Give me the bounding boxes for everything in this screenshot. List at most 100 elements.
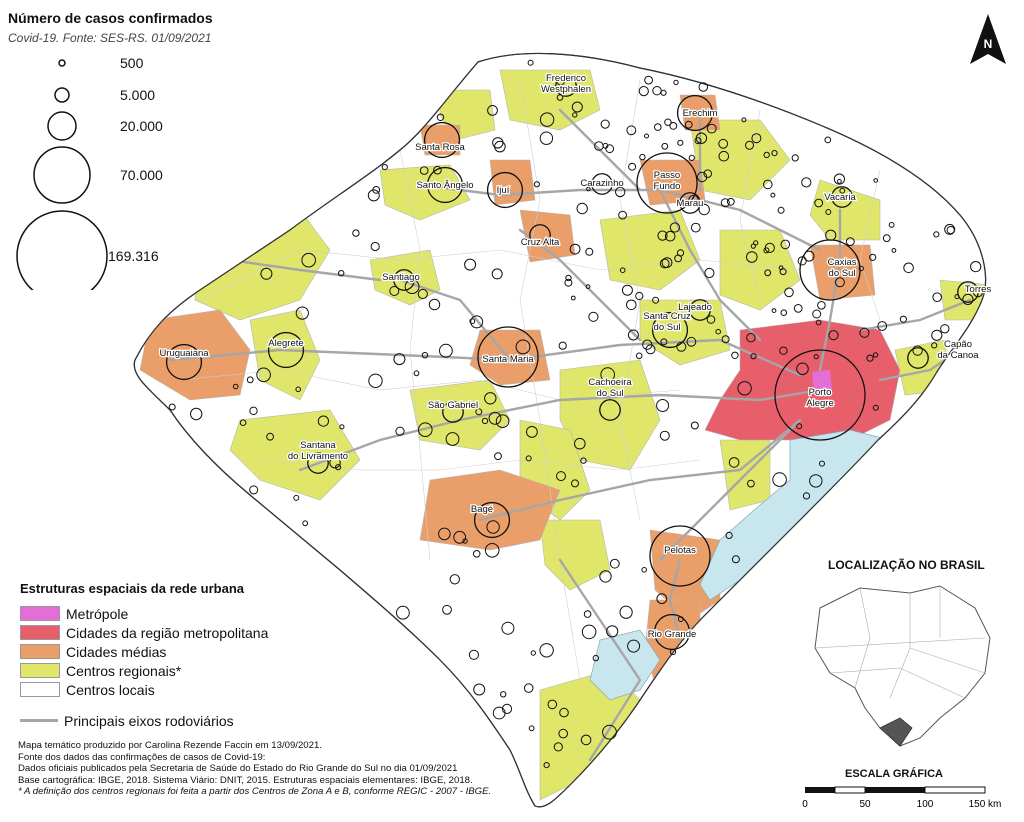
city-case-circle bbox=[799, 239, 861, 301]
municipality-case-circle bbox=[656, 399, 670, 412]
city-layer: Frederico Westphalen Erechim Santa Rosa Sant… bbox=[158, 72, 993, 651]
region-regional-centre bbox=[499, 69, 601, 131]
city-case-circle bbox=[679, 192, 701, 214]
municipality-case-circle bbox=[565, 274, 572, 282]
municipality-case-circle bbox=[771, 150, 778, 157]
municipality-case-circle bbox=[642, 339, 653, 350]
municipality-case-circle bbox=[763, 179, 773, 190]
municipality-case-circle bbox=[527, 59, 534, 66]
municipality-case-circle bbox=[819, 460, 825, 467]
municipality-case-circle bbox=[417, 288, 428, 300]
municipality-case-circle bbox=[627, 329, 639, 341]
city-label: Marau bbox=[677, 198, 704, 209]
region-regional-centre bbox=[809, 179, 881, 241]
city-label: Santa Rosa bbox=[415, 142, 465, 153]
city-label: Santana do Livramento bbox=[288, 440, 348, 462]
municipality-case-circle bbox=[393, 353, 406, 366]
municipality-case-circle bbox=[635, 291, 644, 301]
municipality-case-circle bbox=[726, 197, 735, 206]
municipality-case-circle bbox=[571, 101, 583, 113]
municipality-case-circle bbox=[396, 605, 410, 620]
municipality-case-circle bbox=[780, 239, 791, 250]
municipality-case-circle bbox=[419, 166, 429, 175]
municipality-case-circle bbox=[931, 329, 943, 341]
municipality-case-circle bbox=[688, 194, 699, 205]
municipality-case-circle bbox=[882, 234, 891, 243]
lagoa-mirim bbox=[589, 629, 661, 701]
legend-item-metropolitan: Cidades da região metropolitana bbox=[20, 623, 280, 642]
region-medium-city bbox=[419, 124, 461, 156]
municipality-case-circle bbox=[952, 342, 959, 349]
legend-item-label: Cidades médias bbox=[66, 643, 167, 660]
credits: Mapa temático produzido por Carolina Rez… bbox=[18, 740, 491, 798]
municipality-case-circle bbox=[657, 230, 668, 241]
municipality-case-circle bbox=[473, 683, 486, 696]
municipality-case-circle bbox=[676, 341, 687, 352]
municipality-case-circle bbox=[628, 162, 637, 171]
municipality-case-circle bbox=[703, 169, 713, 178]
municipality-case-circle bbox=[674, 254, 682, 263]
city-case-circle bbox=[529, 224, 551, 246]
city-label: Torres bbox=[965, 284, 992, 295]
credit-line: Base cartográfica: IBGE, 2018. Sistema V… bbox=[18, 774, 473, 786]
municipality-case-circle bbox=[746, 333, 756, 343]
municipality-case-circle bbox=[339, 424, 345, 430]
category-legend-title: Estruturas espaciais da rede urbana bbox=[20, 581, 244, 596]
municipality-case-circle bbox=[877, 321, 888, 331]
municipality-case-circle bbox=[501, 621, 515, 635]
municipality-case-circle bbox=[626, 299, 637, 311]
municipality-case-circle bbox=[433, 165, 442, 175]
city-label: Santiago bbox=[382, 272, 420, 283]
city-case-circle bbox=[689, 299, 711, 321]
municipality-case-circle bbox=[526, 426, 538, 438]
municipality-case-circle bbox=[588, 311, 599, 322]
municipality-case-circle bbox=[828, 330, 839, 341]
municipality-case-circle bbox=[817, 301, 826, 310]
municipality-case-circle bbox=[445, 432, 460, 446]
municipality-case-circle bbox=[809, 474, 823, 488]
city-label: Lajeado bbox=[678, 302, 712, 313]
city-case-circle bbox=[267, 331, 305, 369]
municipality-case-circle bbox=[845, 237, 855, 247]
north-arrow: N bbox=[966, 12, 1010, 68]
credit-line: Fonte dos dados das confirmações de caso… bbox=[18, 751, 266, 763]
legend-item-regional: Centros regionais* bbox=[20, 661, 280, 680]
legend-swatch bbox=[20, 682, 60, 697]
municipality-case-circle bbox=[381, 164, 388, 171]
municipality-case-circle bbox=[367, 189, 380, 202]
municipality-case-circle bbox=[539, 643, 554, 658]
municipality-case-circle bbox=[619, 267, 626, 274]
municipality-case-circle bbox=[580, 457, 587, 464]
municipality-case-circle bbox=[600, 119, 610, 129]
city-label: Santa Maria bbox=[482, 354, 534, 365]
municipality-case-circle bbox=[872, 352, 879, 358]
municipality-case-circle bbox=[436, 113, 445, 122]
municipality-case-circle bbox=[317, 415, 329, 427]
municipality-case-circle bbox=[168, 403, 176, 411]
legend-road-line bbox=[20, 719, 58, 722]
municipality-case-circle bbox=[721, 335, 730, 344]
size-legend-label: 20.000 bbox=[120, 118, 163, 134]
legend-swatch bbox=[20, 606, 60, 621]
municipality-case-circle bbox=[539, 131, 554, 145]
city-case-circle bbox=[423, 121, 461, 159]
municipality-case-circle bbox=[442, 604, 452, 615]
legend-swatch bbox=[20, 663, 60, 678]
municipality-case-circle bbox=[661, 257, 673, 269]
municipality-case-circle bbox=[747, 479, 755, 488]
municipality-case-circle bbox=[670, 323, 677, 331]
municipality-case-circle bbox=[771, 308, 777, 314]
municipality-case-circle bbox=[558, 341, 567, 350]
municipality-case-circle bbox=[639, 153, 646, 161]
municipality-case-circle bbox=[859, 327, 870, 338]
municipality-case-circle bbox=[481, 417, 489, 425]
region-medium-city bbox=[419, 469, 561, 551]
municipality-case-circle bbox=[777, 206, 785, 214]
municipality-case-circle bbox=[770, 192, 776, 198]
city-label: Bagé bbox=[471, 504, 493, 515]
municipality-case-circle bbox=[572, 112, 578, 118]
category-legend: Metrópole Cidades da região metropolitan… bbox=[20, 604, 280, 730]
municipality-case-circle bbox=[912, 345, 923, 356]
size-legend-label: 500 bbox=[120, 55, 144, 71]
municipality-case-circle bbox=[494, 452, 502, 461]
